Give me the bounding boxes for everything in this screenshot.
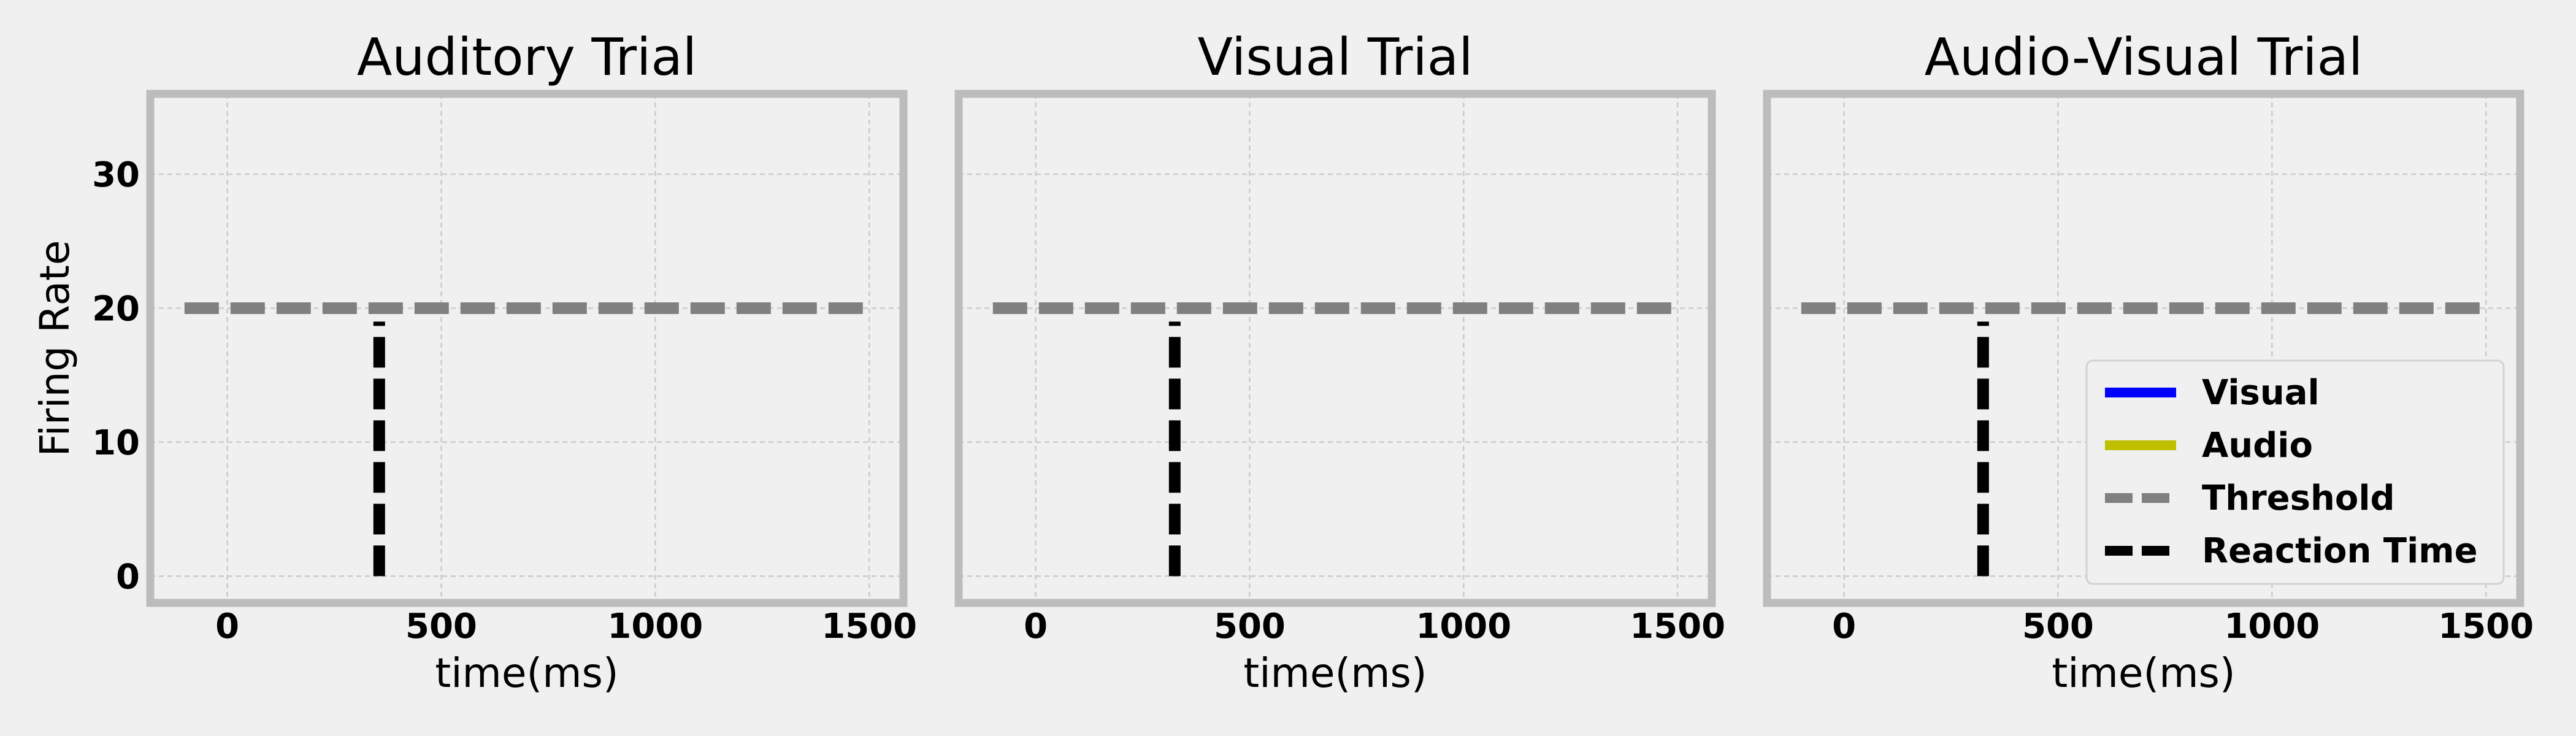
panel-3: 0 500 1000 1500 Audio-Visual Trial time(ms) Vi…: [1763, 27, 2534, 697]
x-tick-label: 1000: [607, 607, 703, 646]
legend-label-reaction-time: Reaction Time: [2202, 531, 2478, 571]
x-axis-label: time(ms): [2052, 650, 2235, 697]
chart-title: Visual Trial: [1197, 27, 1473, 87]
x-tick-label: 500: [1214, 607, 1286, 646]
chart-title: Auditory Trial: [357, 27, 697, 87]
legend-label-visual: Visual: [2202, 373, 2320, 413]
x-tick-label: 1000: [2224, 607, 2320, 646]
x-tick-label: 500: [2022, 607, 2094, 646]
x-tick-label: 0: [1024, 607, 1048, 646]
y-tick-label: 30: [92, 155, 140, 195]
axes-frame: [146, 90, 908, 607]
x-tick-label: 1500: [821, 607, 917, 646]
plot-area: [150, 94, 903, 603]
x-tick-label: 1500: [1630, 607, 1725, 646]
legend-box: [2085, 359, 2505, 585]
legend-label-audio: Audio: [2202, 426, 2313, 466]
y-tick-label: 20: [92, 289, 140, 329]
y-tick-label: 0: [116, 557, 140, 597]
plot-area: [959, 94, 1712, 603]
y-tick-label: 10: [92, 423, 140, 463]
panel-2: 0 500 1000 1500 Visual Trial time(ms): [954, 27, 1725, 697]
axes-frame: [954, 90, 1716, 607]
x-tick-label: 0: [215, 607, 239, 646]
axes-frame: [1763, 90, 2524, 607]
x-axis-label: time(ms): [1243, 650, 1427, 697]
x-tick-label: 1500: [2438, 607, 2534, 646]
x-tick-label: 500: [405, 607, 477, 646]
legend-label-threshold: Threshold: [2202, 478, 2395, 518]
y-axis-label: Firing Rate: [31, 240, 79, 456]
legend: Visual Audio Threshold Reaction Time: [2085, 359, 2505, 585]
x-tick-label: 0: [1832, 607, 1856, 646]
x-tick-label: 1000: [1416, 607, 1511, 646]
panel-1: 0 500 1000 1500 0 10 20 30 Auditory Trial time(ms…: [31, 27, 917, 697]
chart-title: Audio-Visual Trial: [1925, 27, 2363, 87]
x-axis-label: time(ms): [435, 650, 618, 697]
